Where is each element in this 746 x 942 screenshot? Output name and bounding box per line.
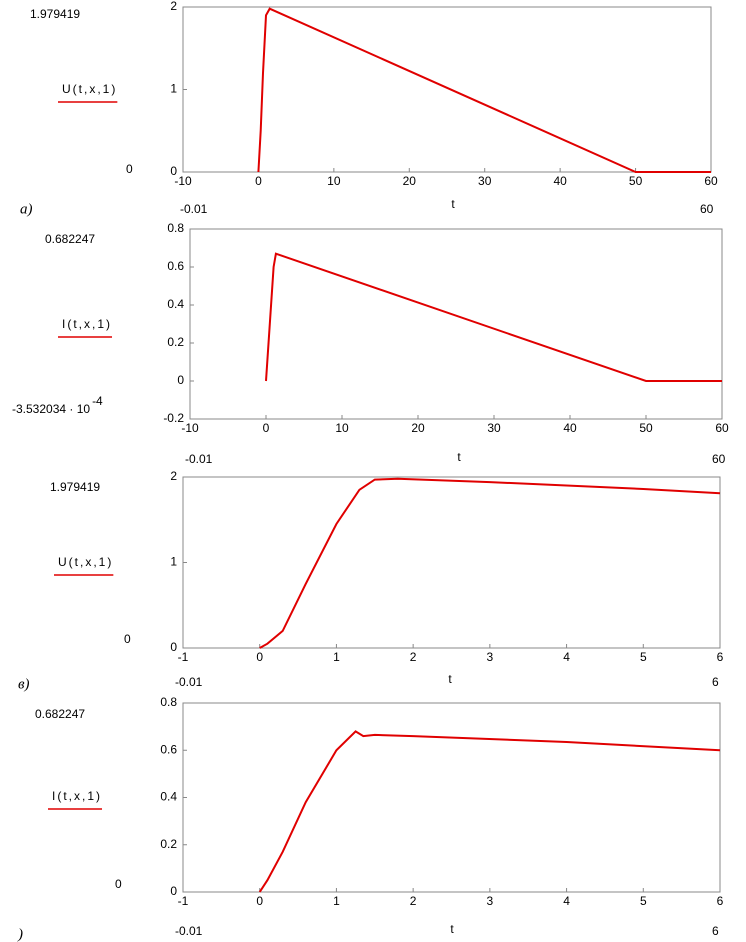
data-line: [259, 477, 721, 649]
y-tick-label: 2: [170, 469, 177, 483]
x-tick-label: -10: [174, 174, 192, 188]
x-min-label: -0.01: [185, 452, 213, 466]
x-tick-label: 2: [410, 894, 417, 908]
y-axis-label: I(t,x,1): [52, 789, 102, 803]
x-tick-label: 20: [411, 421, 425, 435]
y-tick-label: 0.8: [160, 695, 177, 709]
x-tick-label: 6: [717, 894, 724, 908]
y-tick-label: 1: [170, 82, 177, 96]
x-tick-label: 40: [563, 421, 577, 435]
x-tick-label: 20: [403, 174, 417, 188]
y-tick-label: -0.2: [163, 411, 184, 425]
x-min-label: -0.01: [180, 202, 208, 216]
y-min-label: 0: [126, 162, 133, 176]
y-min-label: 0: [124, 632, 131, 646]
x-max-label: 60: [700, 202, 714, 216]
x-axis-label: t: [450, 922, 454, 936]
x-tick-label: 50: [639, 421, 653, 435]
panel-label: ): [17, 926, 23, 942]
plot-frame: [182, 702, 721, 893]
x-tick-label: 4: [563, 894, 570, 908]
x-axis-label: t: [451, 197, 455, 211]
x-max-label: 6: [712, 675, 719, 689]
y-tick-label: 2: [170, 0, 177, 13]
x-tick-label: 30: [487, 421, 501, 435]
x-axis-label: t: [457, 450, 461, 464]
x-max-label: 6: [712, 924, 719, 938]
y-axis-label: U(t,x,1): [58, 555, 113, 569]
x-tick-label: 60: [704, 174, 718, 188]
y-tick-label: 0.4: [167, 297, 184, 311]
x-tick-label: 6: [717, 650, 724, 664]
x-tick-label: 3: [487, 650, 494, 664]
y-tick-label: 0.2: [160, 837, 177, 851]
y-max-label: 1.979419: [30, 7, 80, 21]
x-tick-label: 1: [333, 894, 340, 908]
y-tick-label: 0: [170, 884, 177, 898]
data-line: [257, 7, 711, 173]
x-tick-label: 2: [410, 650, 417, 664]
y-tick-label: 0: [170, 640, 177, 654]
x-tick-label: 3: [487, 894, 494, 908]
x-tick-label: -10: [181, 421, 199, 435]
panel-label: а): [20, 201, 33, 217]
x-tick-label: 10: [327, 174, 341, 188]
y-axis-label: U(t,x,1): [62, 82, 117, 96]
y-max-label: 1.979419: [50, 480, 100, 494]
x-tick-label: 30: [478, 174, 492, 188]
x-tick-label: 0: [263, 421, 270, 435]
y-tick-label: 0: [177, 373, 184, 387]
data-line: [258, 730, 721, 893]
y-tick-label: 0.8: [167, 221, 184, 235]
y-tick-label: 0.4: [160, 790, 177, 804]
x-tick-label: 60: [715, 421, 729, 435]
x-tick-label: -1: [178, 650, 189, 664]
plot-frame: [189, 228, 723, 420]
x-tick-label: 5: [640, 650, 647, 664]
y-tick-label: 0.6: [167, 259, 184, 273]
y-tick-label: 0.2: [167, 335, 184, 349]
x-min-label: -0.01: [175, 924, 203, 938]
x-min-label: -0.01: [175, 675, 203, 689]
y-max-label: 0.682247: [35, 707, 85, 721]
data-line: [265, 252, 722, 382]
y-min-exponent: -4: [92, 394, 103, 408]
x-max-label: 60: [712, 452, 726, 466]
x-tick-label: 40: [553, 174, 567, 188]
y-min-label: 0: [115, 877, 122, 891]
y-tick-label: 0.6: [160, 742, 177, 756]
y-max-label: 0.682247: [45, 232, 95, 246]
y-axis-label: I(t,x,1): [62, 317, 112, 331]
y-min-label: -3.532034 · 10: [12, 402, 90, 416]
x-tick-label: 10: [335, 421, 349, 435]
y-tick-label: 1: [170, 555, 177, 569]
x-tick-label: 0: [256, 894, 263, 908]
x-tick-label: 4: [563, 650, 570, 664]
x-tick-label: -1: [178, 894, 189, 908]
panel-label: в): [18, 676, 30, 692]
x-tick-label: 0: [256, 650, 263, 664]
plot-frame: [182, 476, 721, 649]
x-tick-label: 50: [629, 174, 643, 188]
x-tick-label: 0: [255, 174, 262, 188]
x-axis-label: t: [448, 672, 452, 686]
y-tick-label: 0: [170, 164, 177, 178]
x-tick-label: 1: [333, 650, 340, 664]
x-tick-label: 5: [640, 894, 647, 908]
